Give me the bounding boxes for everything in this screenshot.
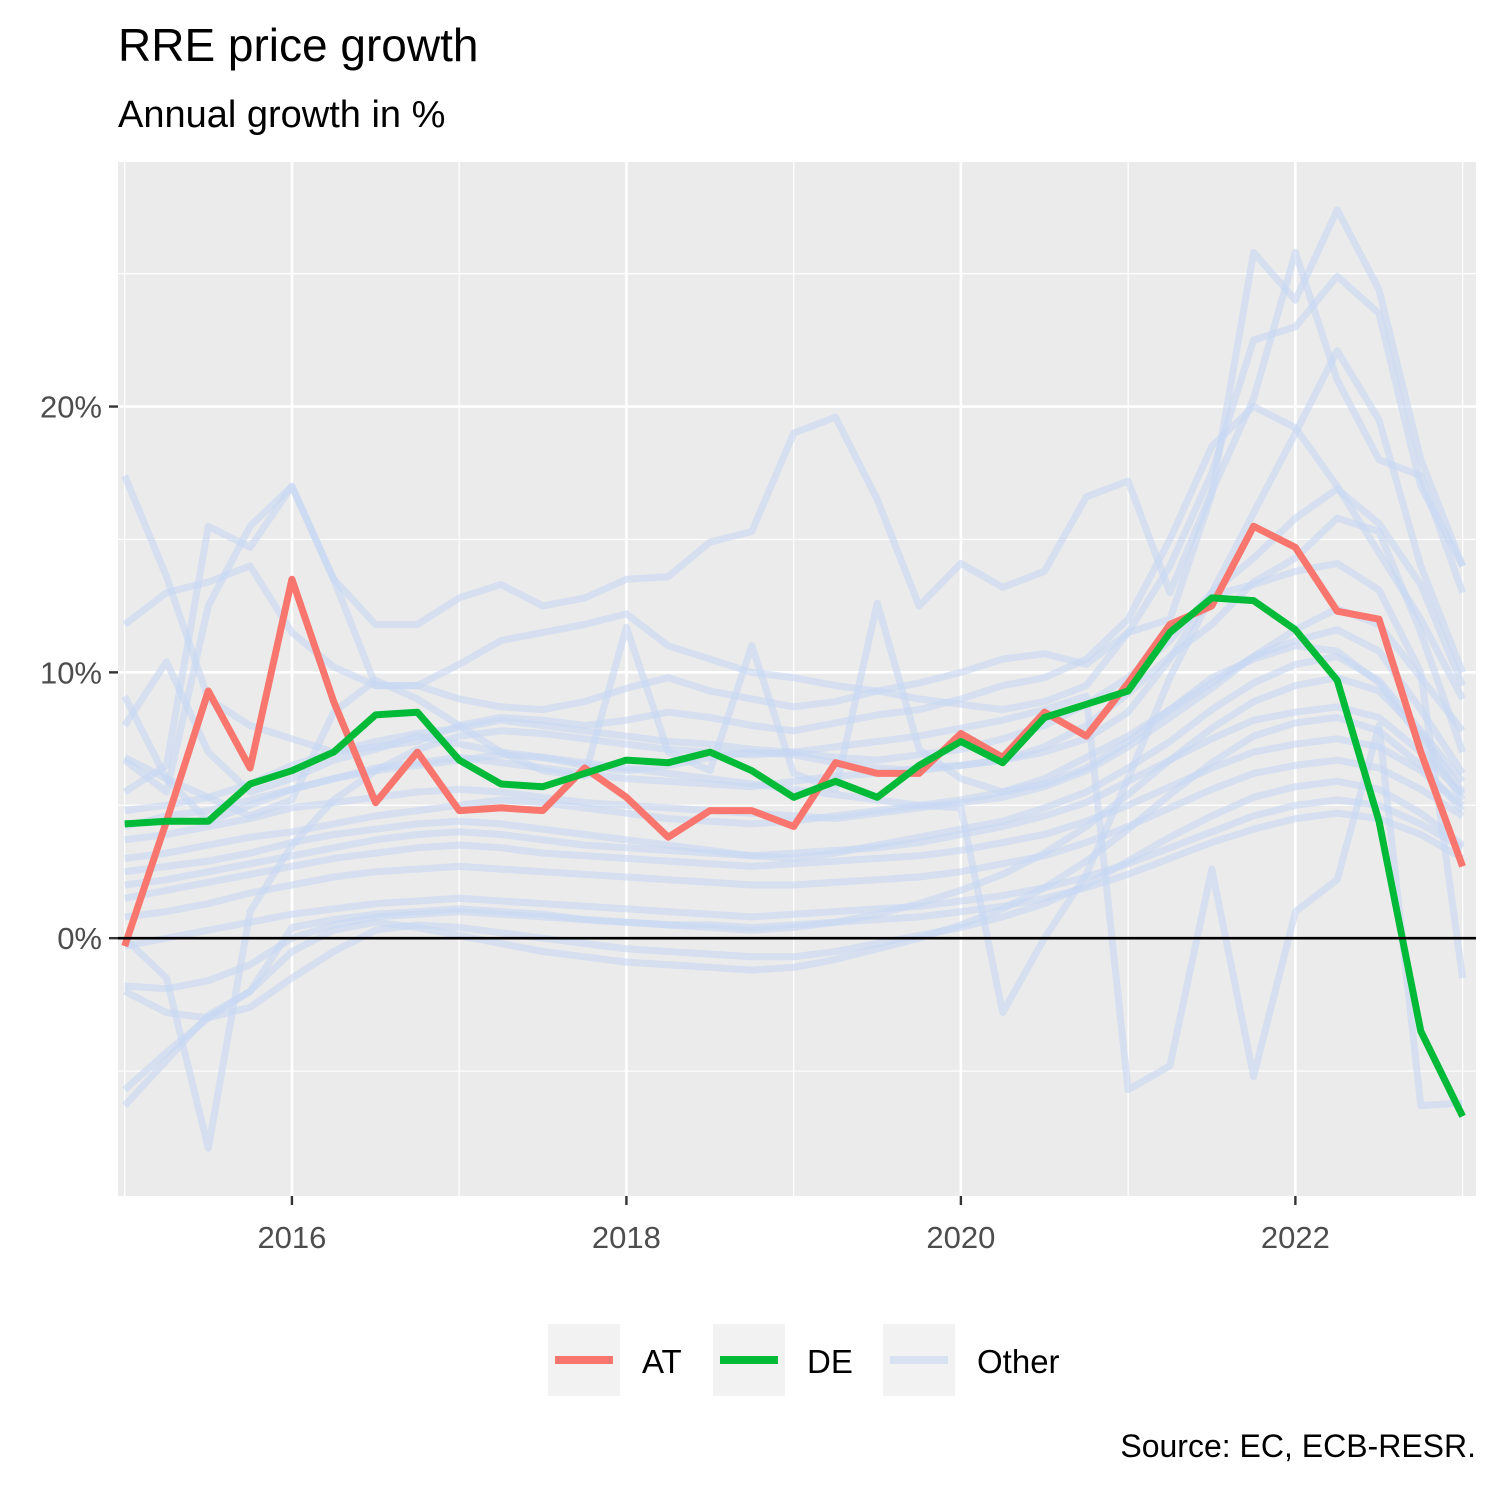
chart-caption: Source: EC, ECB-RESR. [1120, 1428, 1476, 1464]
series-line-other-11 [124, 735, 1465, 902]
series-line-other-3 [122, 248, 1466, 796]
y-tick-label: 20% [40, 390, 102, 425]
series-line-other-4 [122, 206, 1466, 795]
series-line-other-15 [123, 777, 1465, 1022]
series-line-other-16 [122, 714, 1466, 1093]
x-tick-label: 2022 [1261, 1220, 1330, 1255]
series-line-other-9 [124, 652, 1466, 876]
x-tick-label: 2016 [257, 1220, 326, 1255]
legend-label-other: Other [977, 1343, 1060, 1380]
x-tick-label: 2020 [926, 1220, 995, 1255]
series-line-other-10 [124, 703, 1466, 889]
series-line-other-13 [124, 796, 1465, 950]
series-line-other-1 [122, 272, 1466, 714]
series-line-other-19 [121, 559, 1467, 1017]
axes: 2016 2018 2020 2022 0% 10% 20% [40, 390, 1476, 1255]
series-line-other-12 [124, 756, 1465, 921]
y-tick-label: 0% [57, 921, 102, 956]
series-line-de [124, 594, 1466, 1118]
legend-label-de: DE [807, 1343, 853, 1380]
legend: AT DE Other [548, 1324, 1060, 1396]
series-main-group [121, 522, 1466, 1118]
series-line-other-17 [122, 674, 1466, 1108]
x-tick-label: 2018 [592, 1220, 661, 1255]
chart-title: RRE price growth [118, 19, 479, 71]
series-line-other-18 [122, 692, 1463, 1152]
y-tick-label: 10% [40, 655, 102, 690]
legend-label-at: AT [642, 1343, 682, 1380]
chart-subtitle: Annual growth in % [118, 94, 446, 136]
series-line-other-20 [123, 599, 1466, 820]
